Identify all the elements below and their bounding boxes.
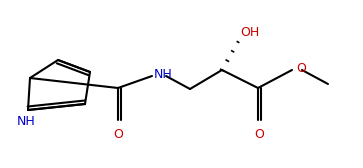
Text: O: O: [296, 61, 306, 74]
Text: NH: NH: [17, 115, 35, 128]
Text: OH: OH: [240, 26, 259, 39]
Text: O: O: [113, 128, 123, 141]
Text: NH: NH: [154, 68, 173, 80]
Text: O: O: [254, 128, 264, 141]
